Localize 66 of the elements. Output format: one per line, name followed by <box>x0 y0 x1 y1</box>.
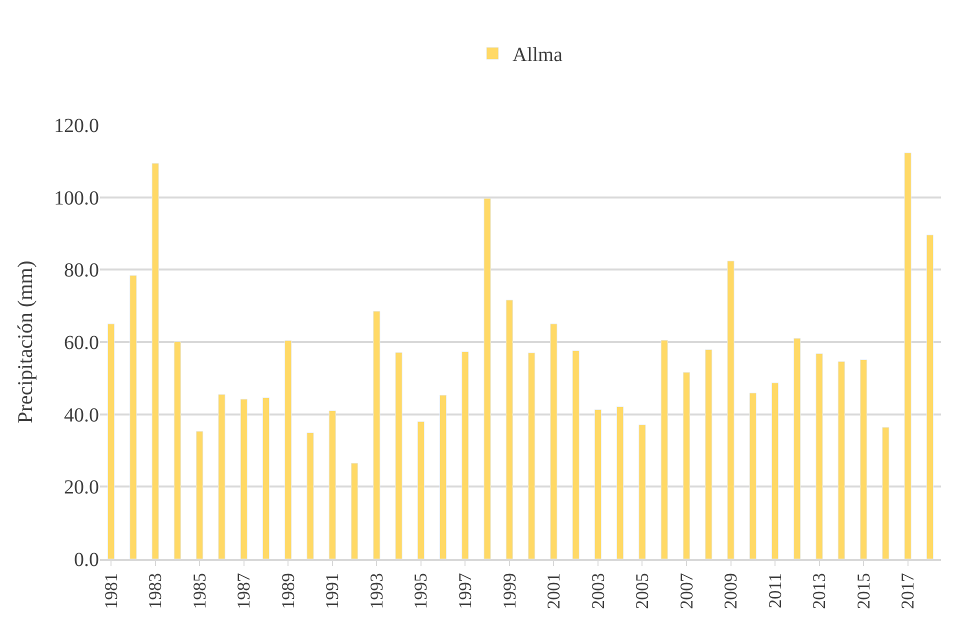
x-tick-label: 2013 <box>809 572 830 609</box>
bar <box>838 361 845 559</box>
x-tick-label: 2009 <box>720 572 741 609</box>
y-tick-label: 120.0 <box>54 115 99 137</box>
bar <box>484 198 491 559</box>
x-tick-label: 1987 <box>234 572 254 609</box>
bar <box>904 152 912 559</box>
bar <box>130 275 137 559</box>
bar <box>108 324 115 559</box>
bar <box>152 163 159 559</box>
x-tick-label: 2011 <box>764 572 785 608</box>
y-tick-label: 40.0 <box>64 404 99 426</box>
x-tick-label: 1995 <box>410 572 431 609</box>
bar <box>462 352 469 559</box>
y-tick-label: 0.0 <box>74 549 99 571</box>
x-tick-label: 1997 <box>455 572 476 609</box>
x-tick-label: 1985 <box>189 572 210 609</box>
x-tick-label: 1991 <box>322 572 342 609</box>
bar <box>373 311 380 559</box>
x-tick-label: 1999 <box>499 572 520 609</box>
legend-label: Allma <box>512 44 563 66</box>
bar <box>794 338 801 559</box>
x-tick-label: 2003 <box>588 572 608 609</box>
x-tick-label: 2005 <box>632 572 652 609</box>
bar <box>882 427 890 559</box>
bar <box>638 424 646 559</box>
x-tick-label: 2015 <box>853 572 874 609</box>
bar <box>350 462 358 559</box>
bar <box>550 324 558 559</box>
y-tick-label: 80.0 <box>64 260 99 282</box>
bar <box>727 260 734 559</box>
bar <box>306 432 314 559</box>
y-tick-label: 100.0 <box>54 187 99 210</box>
bar <box>395 352 402 559</box>
bar <box>262 397 270 559</box>
bar <box>528 352 536 559</box>
bar <box>284 340 292 559</box>
bar <box>682 372 690 559</box>
bar <box>196 431 204 559</box>
bar <box>860 359 868 559</box>
bar <box>572 350 580 559</box>
bar <box>240 398 248 559</box>
x-tick-label: 2007 <box>676 572 696 609</box>
bar <box>926 234 934 559</box>
bar <box>816 353 823 559</box>
bar <box>594 409 602 559</box>
bar <box>705 349 712 559</box>
bar <box>616 406 624 559</box>
y-tick-label: 60.0 <box>64 332 99 354</box>
x-tick-label: 2001 <box>544 572 564 609</box>
bar <box>218 394 226 559</box>
x-tick-label: 1993 <box>366 572 386 609</box>
bar <box>174 341 182 559</box>
bar <box>506 300 513 559</box>
x-tick-label: 1981 <box>100 572 121 609</box>
x-tick-label: 1983 <box>145 572 166 609</box>
y-tick-label: 20.0 <box>64 476 99 499</box>
bar <box>771 382 779 559</box>
bar <box>417 421 424 559</box>
x-tick-label: 2017 <box>898 572 918 609</box>
bar <box>439 394 447 559</box>
x-tick-label: 1989 <box>278 572 298 609</box>
bar <box>749 392 756 559</box>
y-axis-title: Precipitación (mm) <box>13 260 38 424</box>
bar <box>328 410 336 559</box>
bar <box>660 340 668 559</box>
